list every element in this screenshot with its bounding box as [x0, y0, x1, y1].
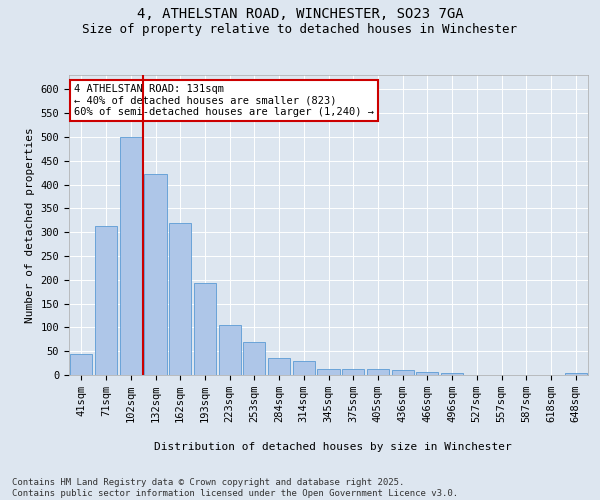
Bar — [194, 283, 216, 375]
Text: 4, ATHELSTAN ROAD, WINCHESTER, SO23 7GA: 4, ATHELSTAN ROAD, WINCHESTER, SO23 7GA — [137, 8, 463, 22]
Text: Distribution of detached houses by size in Winchester: Distribution of detached houses by size … — [154, 442, 512, 452]
Y-axis label: Number of detached properties: Number of detached properties — [25, 127, 35, 323]
Bar — [169, 222, 191, 375]
Bar — [243, 342, 265, 375]
Text: 4 ATHELSTAN ROAD: 131sqm
← 40% of detached houses are smaller (823)
60% of semi-: 4 ATHELSTAN ROAD: 131sqm ← 40% of detach… — [74, 84, 374, 117]
Text: Size of property relative to detached houses in Winchester: Size of property relative to detached ho… — [83, 22, 517, 36]
Bar — [119, 137, 142, 375]
Text: Contains HM Land Registry data © Crown copyright and database right 2025.
Contai: Contains HM Land Registry data © Crown c… — [12, 478, 458, 498]
Bar — [441, 373, 463, 375]
Bar — [70, 354, 92, 375]
Bar — [565, 373, 587, 375]
Bar — [95, 226, 117, 375]
Bar — [293, 360, 315, 375]
Bar — [392, 370, 414, 375]
Bar — [317, 370, 340, 375]
Bar — [145, 174, 167, 375]
Bar — [268, 358, 290, 375]
Bar — [367, 370, 389, 375]
Bar — [218, 325, 241, 375]
Bar — [416, 372, 439, 375]
Bar — [342, 370, 364, 375]
